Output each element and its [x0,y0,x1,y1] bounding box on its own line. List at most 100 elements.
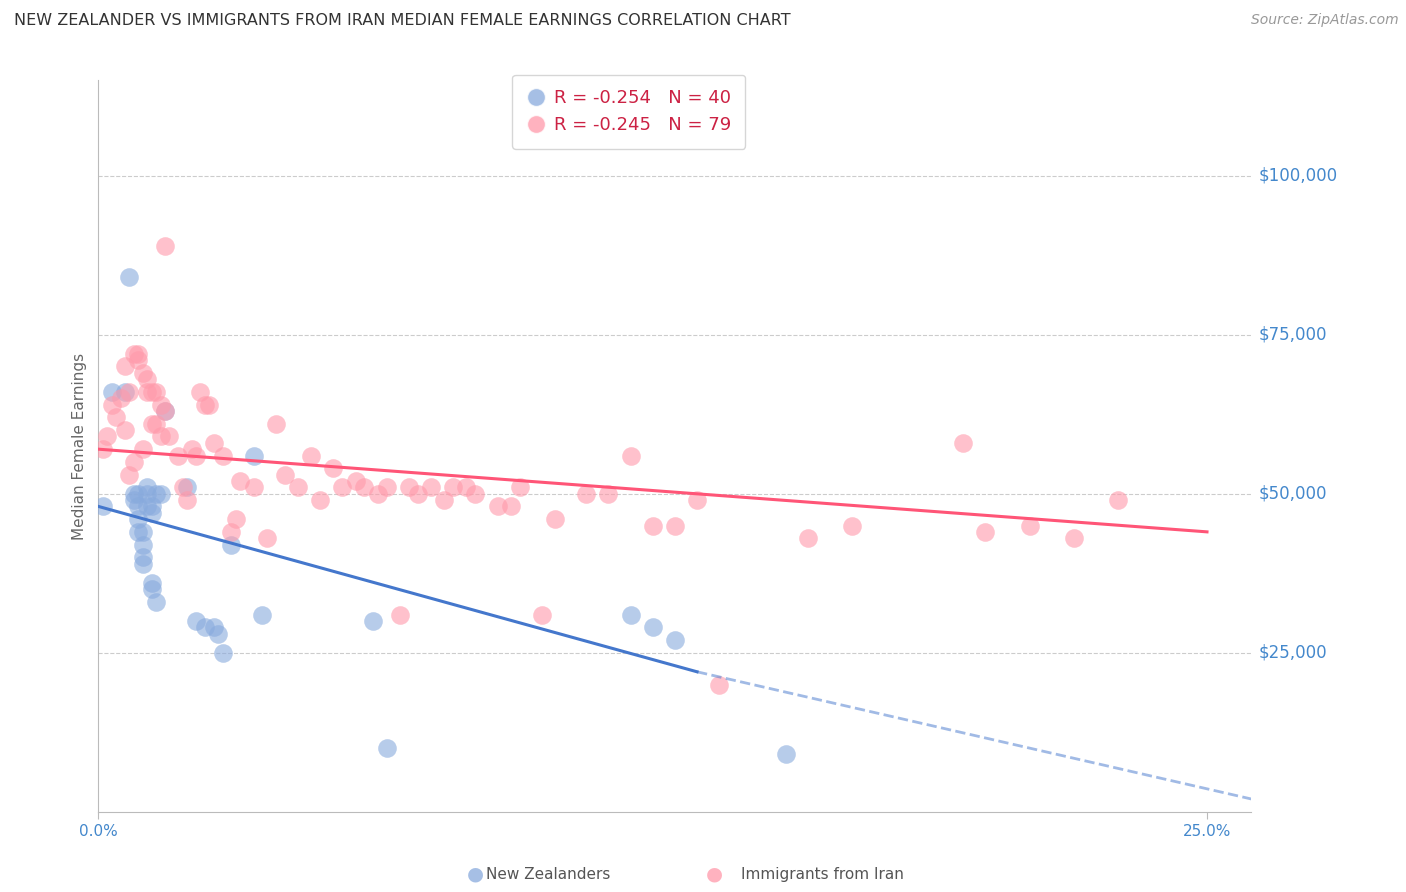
Point [202,620,225,634]
Point [464,486,486,500]
Point [136,486,159,500]
Point [229,474,252,488]
Point [118,384,141,399]
Point [641,620,664,634]
Point [287,480,309,494]
Text: ●: ● [467,864,484,884]
Point [353,480,375,494]
Point [641,518,664,533]
Point [598,486,620,500]
Point [127,500,149,514]
Point [499,500,522,514]
Point [433,493,456,508]
Point [122,486,145,500]
Point [190,384,212,399]
Point [441,480,464,494]
Point [105,410,128,425]
Point [127,347,149,361]
Point [406,486,429,500]
Point [153,404,176,418]
Point [145,595,167,609]
Point [100,384,122,399]
Point [225,512,247,526]
Point [132,557,155,571]
Text: $100,000: $100,000 [1258,167,1337,185]
Point [221,538,243,552]
Point [180,442,202,457]
Point [110,392,132,406]
Point [211,449,233,463]
Point [841,518,863,533]
Point [974,524,997,539]
Point [145,417,167,431]
Point [207,626,229,640]
Point [122,347,145,361]
Point [221,524,243,539]
Point [141,506,163,520]
Text: New Zealanders: New Zealanders [486,867,610,881]
Point [91,442,114,457]
Point [375,741,398,756]
Point [141,575,163,590]
Y-axis label: Median Female Earnings: Median Female Earnings [72,352,87,540]
Point [194,398,217,412]
Point [388,607,411,622]
Point [149,398,172,412]
Point [797,531,820,545]
Point [118,270,141,285]
Point [141,417,163,431]
Point [486,500,509,514]
Point [1018,518,1040,533]
Point [122,455,145,469]
Point [686,493,709,508]
Text: $50,000: $50,000 [1258,484,1327,503]
Point [252,607,274,622]
Point [172,480,194,494]
Point [122,493,145,508]
Text: $25,000: $25,000 [1258,644,1327,662]
Point [664,632,686,647]
Point [456,480,478,494]
Point [153,238,176,252]
Text: ●: ● [706,864,723,884]
Point [420,480,443,494]
Point [132,366,155,380]
Point [398,480,420,494]
Legend: R = -0.254   N = 40, R = -0.245   N = 79: R = -0.254 N = 40, R = -0.245 N = 79 [512,75,745,149]
Point [132,550,155,565]
Point [176,480,198,494]
Point [114,359,136,374]
Point [211,646,233,660]
Text: Immigrants from Iran: Immigrants from Iran [741,867,904,881]
Point [242,480,264,494]
Point [544,512,567,526]
Point [619,607,641,622]
Point [132,442,155,457]
Point [114,423,136,437]
Point [141,500,163,514]
Point [127,353,149,368]
Point [198,398,221,412]
Point [157,429,180,443]
Point [127,524,149,539]
Point [309,493,332,508]
Point [1107,493,1129,508]
Point [242,449,264,463]
Point [202,435,225,450]
Point [96,429,118,443]
Point [153,404,176,418]
Point [118,467,141,482]
Text: Source: ZipAtlas.com: Source: ZipAtlas.com [1251,13,1399,28]
Point [344,474,367,488]
Point [322,461,344,475]
Point [299,449,322,463]
Point [145,384,167,399]
Point [509,480,531,494]
Text: $75,000: $75,000 [1258,326,1327,343]
Point [264,417,287,431]
Point [132,524,155,539]
Point [664,518,686,533]
Point [149,486,172,500]
Point [575,486,598,500]
Point [127,486,149,500]
